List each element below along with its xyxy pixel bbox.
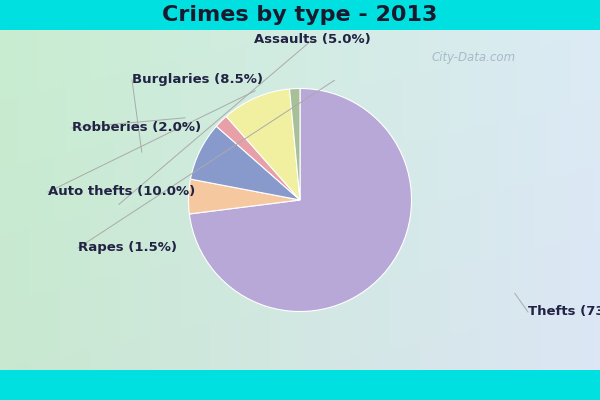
Wedge shape [226, 89, 300, 200]
Text: City-Data.com: City-Data.com [432, 52, 516, 64]
Wedge shape [190, 88, 412, 312]
Text: Thefts (73.0%): Thefts (73.0%) [528, 306, 600, 318]
Text: Rapes (1.5%): Rapes (1.5%) [78, 242, 177, 254]
Wedge shape [188, 179, 300, 214]
Text: Assaults (5.0%): Assaults (5.0%) [254, 34, 370, 46]
Wedge shape [190, 126, 300, 200]
Text: Auto thefts (10.0%): Auto thefts (10.0%) [48, 186, 195, 198]
Wedge shape [290, 88, 300, 200]
Text: Crimes by type - 2013: Crimes by type - 2013 [163, 5, 437, 25]
Text: Robberies (2.0%): Robberies (2.0%) [72, 122, 201, 134]
Wedge shape [217, 116, 300, 200]
Text: Burglaries (8.5%): Burglaries (8.5%) [132, 74, 263, 86]
